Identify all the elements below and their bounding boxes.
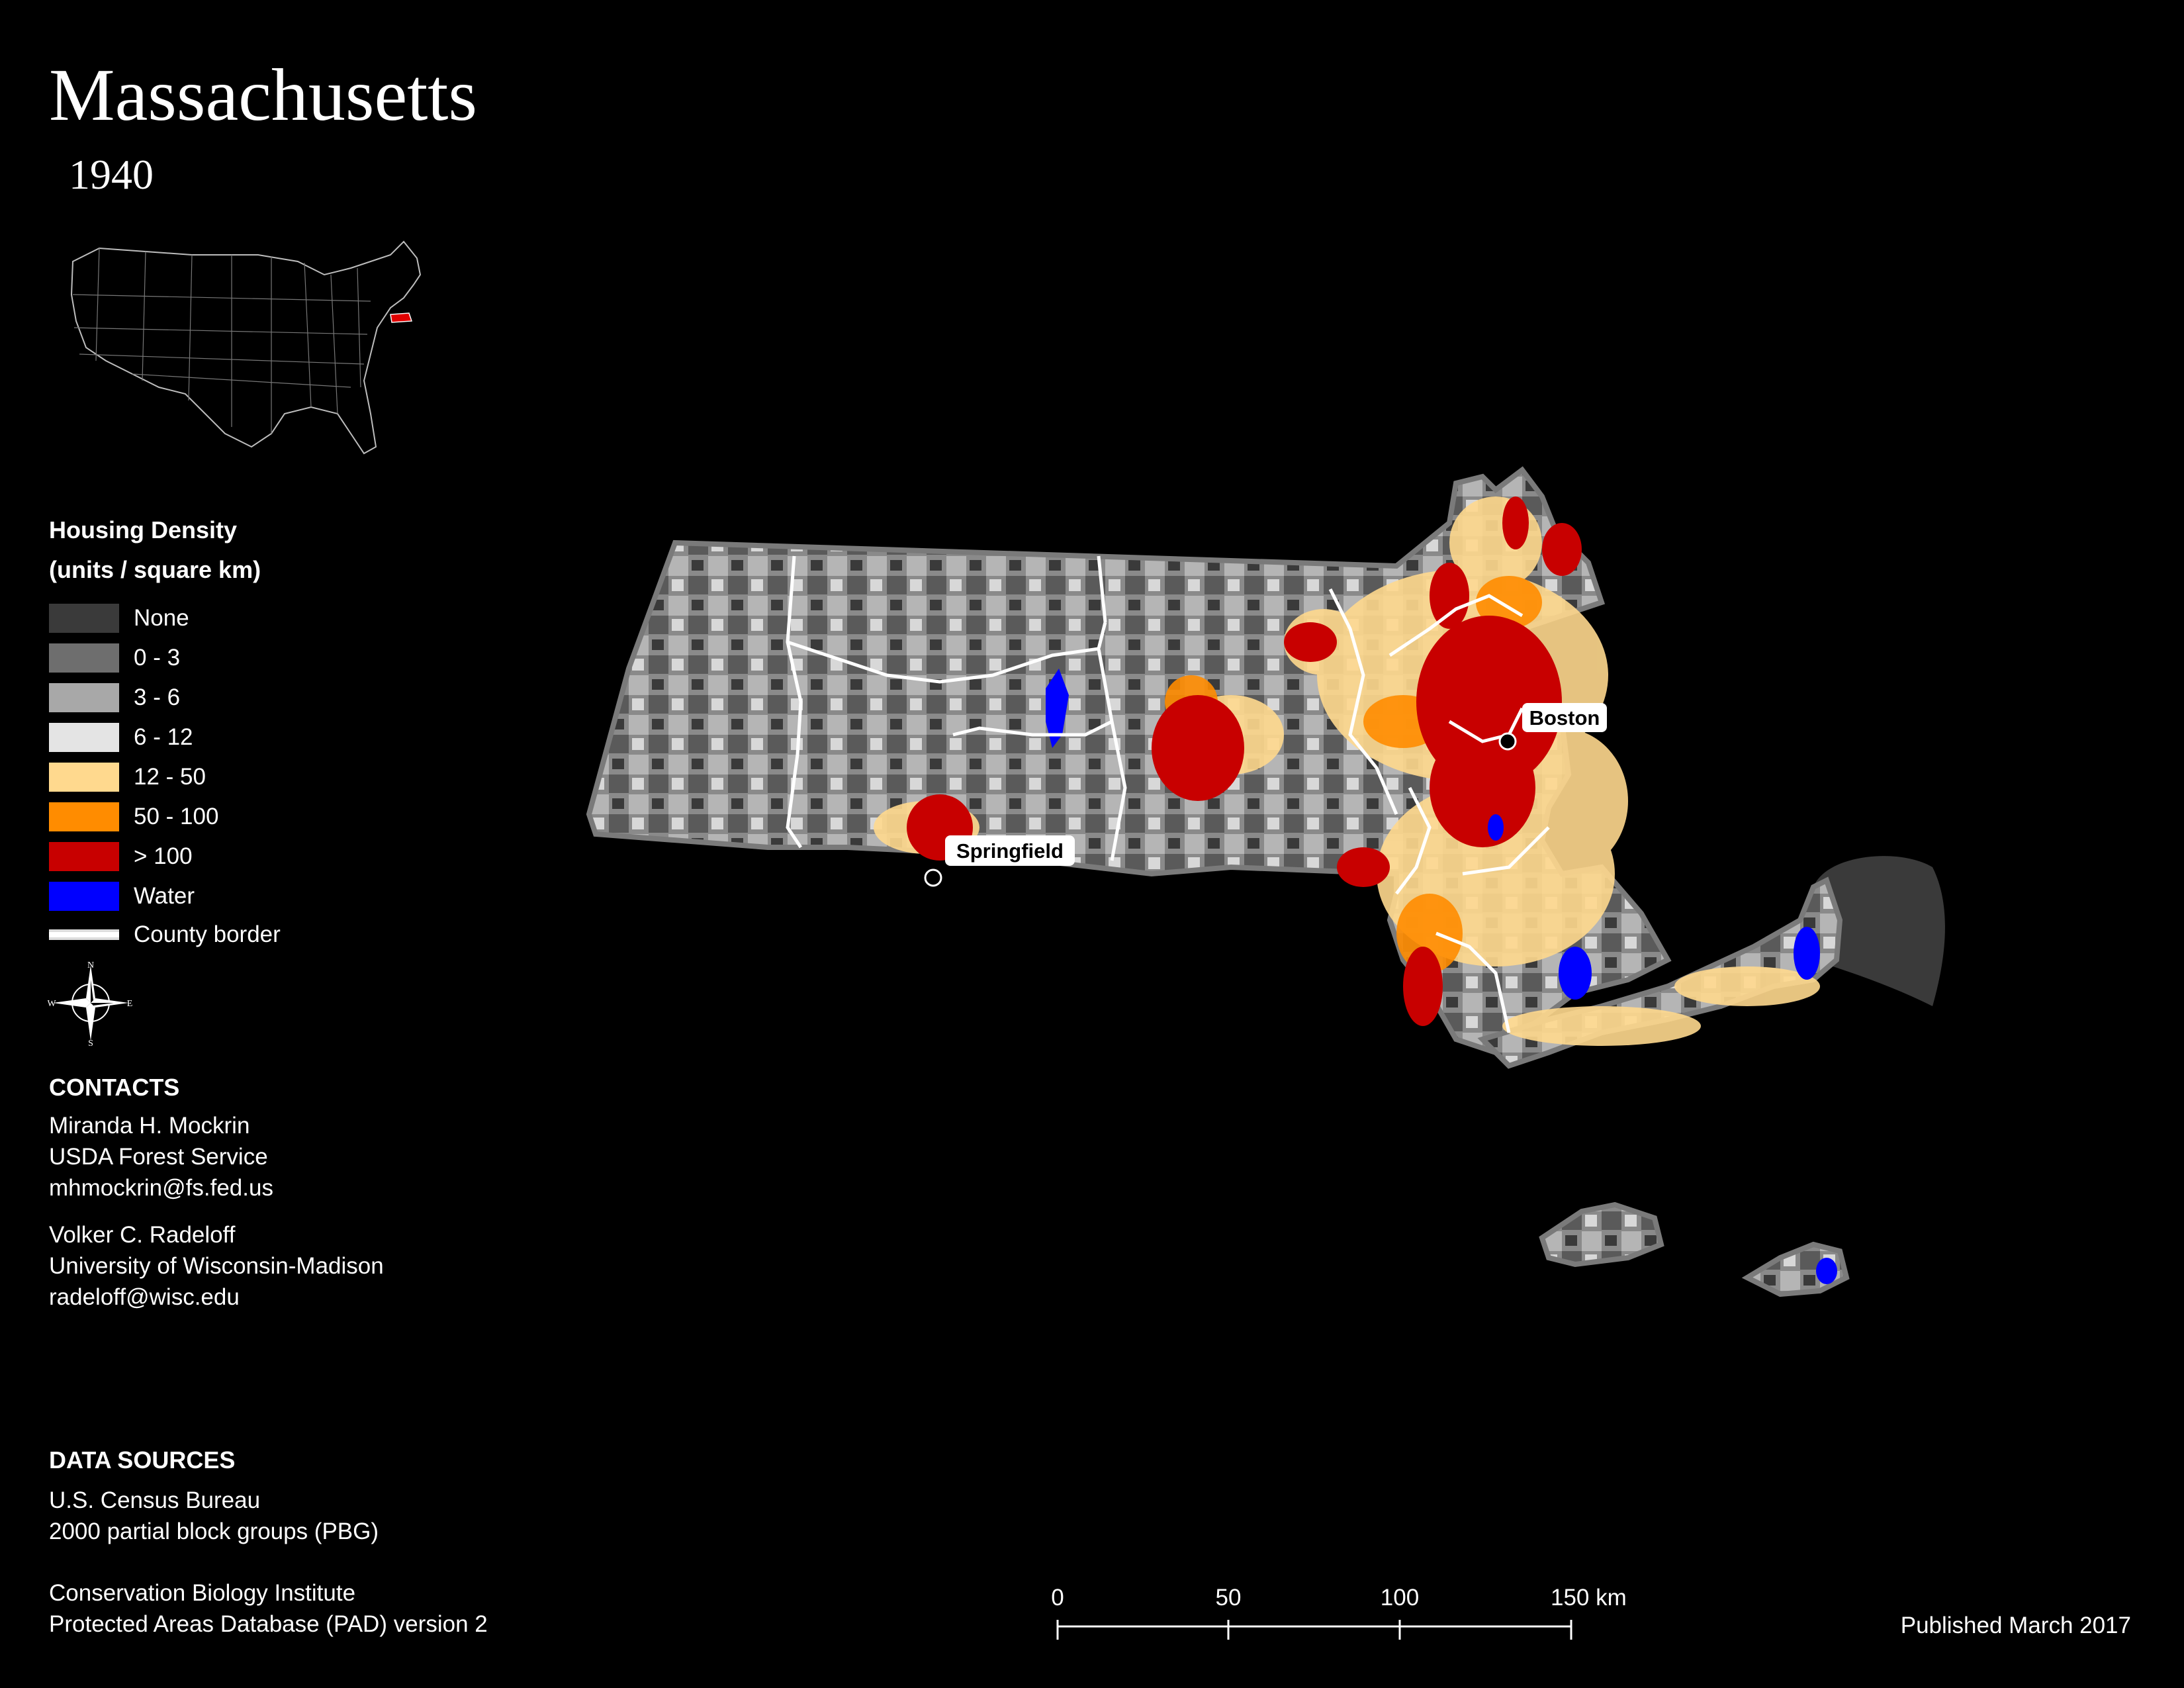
legend-swatch (49, 882, 119, 911)
scale-label-50: 50 (1216, 1585, 1242, 1611)
legend-title: Housing Density (49, 516, 238, 543)
data-sources-header: DATA SOURCES (49, 1446, 236, 1474)
contact-name: Miranda H. Mockrin (49, 1113, 250, 1139)
massachusetts-housing-density-map: Boston Springfield (586, 466, 1945, 1297)
data-source-2: Conservation Biology Institute Protected… (49, 1577, 488, 1640)
county-border (1328, 588, 1398, 815)
county-border (1435, 931, 1511, 1033)
massachusetts-highlight (390, 312, 413, 323)
legend-item-0-3: 0 - 3 (49, 642, 180, 674)
contact-name: Volker C. Radeloff (49, 1222, 236, 1248)
marthas-vineyard (1539, 1201, 1664, 1268)
legend-item-gt-100: > 100 (49, 841, 193, 872)
legend-units: (units / square km) (49, 556, 261, 583)
contacts-header: CONTACTS (49, 1074, 180, 1101)
legend-label: 12 - 50 (134, 764, 206, 790)
legend-swatch (49, 802, 119, 831)
scale-label-0: 0 (1051, 1585, 1064, 1611)
data-source-1: U.S. Census Bureau 2000 partial block gr… (49, 1485, 379, 1547)
legend-label: 50 - 100 (134, 804, 219, 829)
scale-label-100: 100 (1381, 1585, 1419, 1611)
source-line: Protected Areas Database (PAD) version 2 (49, 1611, 488, 1637)
city-boston: Boston (1498, 703, 1607, 751)
city-label-boston: Boston (1529, 706, 1600, 729)
county-border (952, 720, 1113, 737)
city-springfield: Springfield (924, 835, 1075, 887)
contact-email[interactable]: mhmockrin@fs.fed.us (49, 1175, 273, 1201)
county-border-swatch (49, 929, 119, 940)
legend-label: > 100 (134, 843, 193, 869)
source-line: Conservation Biology Institute (49, 1580, 356, 1606)
legend-swatch (49, 763, 119, 792)
compass-n: N (87, 961, 94, 970)
county-border (1097, 555, 1107, 623)
legend-item-50-100: 50 - 100 (49, 801, 218, 833)
legend-label: County border (134, 921, 281, 947)
compass-e: E (127, 999, 133, 1009)
legend-item-3-6: 3 - 6 (49, 682, 180, 714)
county-border (1097, 648, 1127, 861)
legend-label: 6 - 12 (134, 724, 193, 750)
compass-rose-icon: N S E W (48, 961, 133, 1046)
legend-item-6-12: 6 - 12 (49, 722, 193, 753)
county-border (1462, 826, 1550, 876)
contact-2: Volker C. Radeloff University of Wiscons… (49, 1219, 384, 1313)
compass-w: W (48, 999, 56, 1009)
contact-org: USDA Forest Service (49, 1144, 268, 1170)
scale-label-150: 150 km (1551, 1585, 1627, 1611)
legend-swatch (49, 842, 119, 871)
legend-label: 3 - 6 (134, 684, 181, 710)
compass-s: S (88, 1039, 93, 1046)
scale-bar: 0 50 100 150 km (1051, 1585, 1627, 1640)
county-border (1395, 786, 1432, 895)
legend-label: None (134, 605, 189, 631)
city-label-springfield: Springfield (956, 839, 1064, 863)
published-date: Published March 2017 (1900, 1613, 2131, 1638)
legend-swatch (49, 723, 119, 752)
map-year: 1940 (69, 151, 154, 198)
legend-item-county-border: County border (49, 919, 281, 951)
legend-swatch (49, 604, 119, 633)
cape-cod-bay (1813, 856, 1945, 1006)
contact-email[interactable]: radeloff@wisc.edu (49, 1284, 240, 1310)
legend-item-water: Water (49, 880, 195, 912)
us-locator-map (70, 240, 422, 455)
county-border (786, 555, 803, 849)
contact-org: University of Wisconsin-Madison (49, 1253, 384, 1279)
county-border (1388, 594, 1524, 657)
legend-label: 0 - 3 (134, 645, 181, 671)
contact-1: Miranda H. Mockrin USDA Forest Service m… (49, 1110, 273, 1203)
legend-label: Water (134, 883, 195, 909)
legend-swatch (49, 643, 119, 673)
source-line: U.S. Census Bureau (49, 1487, 261, 1513)
map-title: Massachusetts (49, 54, 478, 136)
legend-item-12-50: 12 - 50 (49, 761, 206, 793)
source-line: 2000 partial block groups (PBG) (49, 1519, 379, 1544)
county-border (1448, 707, 1524, 743)
legend-item-none: None (49, 602, 189, 634)
legend-swatch (49, 683, 119, 712)
